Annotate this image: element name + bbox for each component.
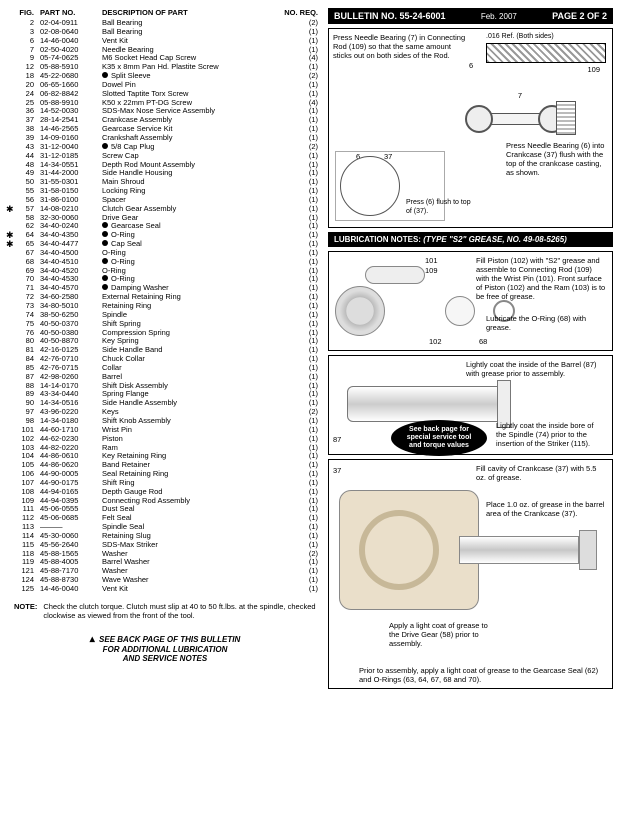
panel4-text3: Apply a light coat of grease to the Driv… — [389, 621, 489, 648]
cell-desc: Collar — [102, 364, 266, 373]
cell-part: 14-46-0040 — [40, 585, 102, 594]
lube-label: LUBRICATION NOTES: — [334, 235, 421, 244]
cell-desc: Wrist Pin — [102, 426, 266, 435]
panel4-text4: Prior to assembly, apply a light coat of… — [359, 666, 606, 684]
see-back-line2: FOR ADDITIONAL LUBRICATION — [103, 645, 228, 654]
ref016-callout: .016 Ref. (Both sides) — [486, 33, 606, 63]
callout-6: 6 — [469, 61, 473, 70]
col-desc: DESCRIPTION OF PART — [102, 8, 266, 17]
callout-87: 87 — [333, 435, 341, 444]
bulletin-date: Feb. 2007 — [481, 12, 517, 21]
panel1-intro: Press Needle Bearing (7) in Connecting R… — [333, 33, 468, 60]
parts-table-body: 202-04-0911Ball Bearing(2)302-08-0640Bal… — [10, 19, 320, 594]
col-part: PART NO. — [40, 8, 102, 17]
bulletin-header: BULLETIN NO. 55-24-6001 Feb. 2007 PAGE 2… — [328, 8, 613, 24]
cell-desc: Cap Seal — [102, 240, 266, 249]
bullet-icon — [102, 222, 108, 228]
lubrication-header: LUBRICATION NOTES: (TYPE "S2" GREASE, NO… — [328, 232, 613, 247]
panel2-text2: Lubricate the O-Ring (68) with grease. — [486, 314, 606, 332]
note-label: NOTE: — [14, 602, 37, 620]
callout-102: 102 — [429, 337, 442, 346]
star-icon: ✱ — [6, 205, 14, 214]
panel1-press-note: Press Needle Bearing (6) into Crankcase … — [506, 141, 606, 177]
bullet-icon — [102, 231, 108, 237]
cell-desc: O-Ring — [102, 258, 266, 267]
cell-req: (1) — [266, 585, 318, 594]
col-req: NO. REQ. — [266, 8, 318, 17]
callout-101: 101 — [425, 256, 438, 265]
ref016-text: .016 Ref. (Both sides) — [486, 33, 554, 40]
crankcase-diagram — [339, 470, 589, 630]
cell-fig: 7 — [12, 46, 40, 55]
bullet-icon — [102, 240, 108, 246]
cell-fig: 6 — [12, 37, 40, 46]
panel1-detail-view: 6 37 Press (6) flush to top of (37). — [335, 151, 445, 221]
panel4-text2: Place 1.0 oz. of grease in the barrel ar… — [486, 500, 606, 518]
bullet-icon — [102, 258, 108, 264]
table-row: 12514-46-0040Vent Kit(1) — [10, 585, 320, 594]
note-block: NOTE: Check the clutch torque. Clutch mu… — [10, 594, 320, 624]
bulletin-page: PAGE 2 OF 2 — [552, 11, 607, 21]
bullet-icon — [102, 72, 108, 78]
piston-gear-diagram — [335, 266, 425, 336]
connecting-rod-diagram — [459, 89, 572, 149]
star-icon: ✱ — [6, 240, 14, 249]
cell-desc: Vent Kit — [102, 585, 266, 594]
lube-spec: (TYPE "S2" GREASE, NO. 49-08-5265) — [423, 235, 567, 244]
callout-109b: 109 — [425, 266, 438, 275]
cell-desc: Chuck Collar — [102, 355, 266, 364]
diagrams-column: BULLETIN NO. 55-24-6001 Feb. 2007 PAGE 2… — [328, 8, 613, 689]
panel2-text1: Fill Piston (102) with "S2" grease and a… — [476, 256, 606, 301]
panel3-text1: Lightly coat the inside of the Barrel (8… — [466, 360, 606, 378]
service-tool-badge: See back page for special service tool a… — [391, 420, 487, 456]
barrel-lube-panel: 87 Lightly coat the inside of the Barrel… — [328, 355, 613, 455]
rod-section-icon — [486, 43, 606, 63]
callout-109: 109 — [587, 65, 600, 74]
panel3-text2: Lightly coat the inside bore of the Spin… — [496, 421, 606, 448]
parts-list-column: FIG. PART NO. DESCRIPTION OF PART NO. RE… — [10, 8, 320, 689]
crankcase-lube-panel: 37 58 Fill cavity of Crankcase (37) with… — [328, 459, 613, 689]
cell-desc: Piston — [102, 435, 266, 444]
panel4-text1: Fill cavity of Crankcase (37) with 5.5 o… — [476, 464, 606, 482]
bulletin-number: BULLETIN NO. 55-24-6001 — [334, 11, 446, 21]
bullet-icon — [102, 143, 108, 149]
note-text: Check the clutch torque. Clutch must sli… — [43, 602, 316, 620]
bullet-icon — [102, 275, 108, 281]
bearing-press-panel: Press Needle Bearing (7) in Connecting R… — [328, 28, 613, 228]
col-fig: FIG. — [12, 8, 40, 17]
bullet-icon — [102, 284, 108, 290]
piston-lube-panel: 101 109 102 68 Fill Piston (102) with "S… — [328, 251, 613, 351]
cell-fig: 125 — [12, 585, 40, 594]
cell-fig: 2 — [12, 19, 40, 28]
cell-desc: Locking Ring — [102, 187, 266, 196]
panel1-detail-text: Press (6) flush to top of (37). — [406, 199, 476, 216]
see-back-line1: SEE BACK PAGE OF THIS BULLETIN — [99, 635, 240, 644]
cell-fig: 3 — [12, 28, 40, 37]
see-back-note: ▴ SEE BACK PAGE OF THIS BULLETIN FOR ADD… — [10, 624, 320, 663]
triangle-icon: ▴ — [90, 634, 95, 645]
callout-68: 68 — [479, 337, 487, 346]
cell-desc: Side Handle Assembly — [102, 399, 266, 408]
see-back-line3: AND SERVICE NOTES — [123, 654, 207, 663]
